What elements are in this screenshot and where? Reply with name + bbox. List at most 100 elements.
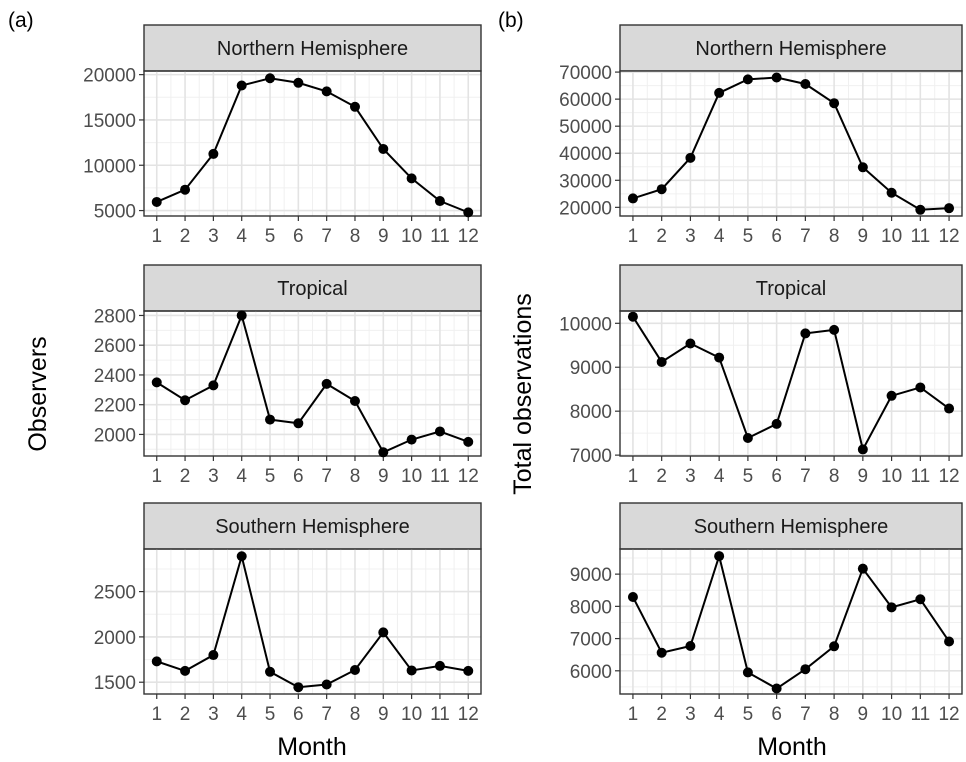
x-tick-label: 10 (881, 704, 902, 725)
facet-strip (143, 24, 482, 72)
x-tick-label: 4 (236, 704, 247, 725)
x-tick-label: 12 (938, 704, 959, 725)
data-point (406, 434, 417, 445)
x-tick-label: 1 (628, 226, 639, 247)
x-tick-label: 4 (236, 226, 247, 247)
y-tick-label: 5000 (94, 202, 136, 223)
data-point (714, 352, 725, 363)
y-tick-label: 70000 (559, 63, 612, 84)
x-tick-label: 5 (743, 704, 754, 725)
x-tick-label: 5 (743, 466, 754, 487)
y-tick-label: 9000 (570, 565, 612, 586)
y-tick-label: 20000 (559, 198, 612, 219)
panel-border (619, 70, 963, 217)
x-tick-label: 8 (350, 226, 361, 247)
data-point (378, 447, 389, 458)
y-tick-label: 9000 (570, 358, 612, 379)
y-tick-label: 6000 (570, 662, 612, 683)
data-point (915, 594, 926, 605)
data-point (349, 395, 360, 406)
x-tick-label: 11 (430, 466, 450, 487)
x-tick-label: 6 (293, 466, 304, 487)
panel-label-b: (b) (498, 9, 524, 32)
x-tick-label: 1 (151, 704, 162, 725)
data-point (463, 436, 474, 447)
data-point (434, 196, 445, 207)
x-tick-label: 1 (628, 466, 639, 487)
data-point (463, 665, 474, 676)
x-tick-label: 3 (685, 466, 696, 487)
panel-border (143, 70, 482, 217)
x-tick-label: 5 (743, 226, 754, 247)
data-point (656, 647, 667, 658)
x-tick-label: 7 (321, 226, 332, 247)
data-point (944, 403, 955, 414)
x-tick-label: 9 (858, 704, 869, 725)
x-tick-label: 7 (321, 704, 332, 725)
x-tick-label: 8 (829, 226, 840, 247)
y-tick-label: 2600 (94, 336, 136, 357)
data-point (714, 87, 725, 98)
data-point (434, 660, 445, 671)
y-axis-label-left: Observers (24, 336, 52, 451)
facet-strip-title: Northern Hemisphere (695, 38, 886, 60)
data-point (265, 414, 276, 425)
data-point (293, 682, 304, 693)
x-tick-label: 8 (350, 704, 361, 725)
x-tick-label: 12 (458, 704, 479, 725)
y-tick-label: 30000 (559, 171, 612, 192)
data-point (151, 377, 162, 388)
data-point (829, 324, 840, 335)
data-point (293, 77, 304, 88)
data-point (265, 73, 276, 84)
y-tick-label: 10000 (83, 156, 136, 177)
data-point (771, 72, 782, 83)
data-point (714, 551, 725, 562)
data-point (378, 143, 389, 154)
x-tick-label: 6 (771, 704, 782, 725)
x-tick-label: 12 (458, 226, 479, 247)
data-point (208, 380, 219, 391)
x-tick-label: 7 (800, 704, 811, 725)
panel-border (619, 310, 963, 457)
x-tick-label: 11 (910, 704, 930, 725)
facet-strip-title: Tropical (756, 278, 826, 300)
x-tick-label: 3 (685, 226, 696, 247)
data-point (180, 395, 191, 406)
data-point (656, 356, 667, 367)
x-tick-label: 2 (656, 226, 667, 247)
x-tick-label: 8 (350, 466, 361, 487)
x-tick-label: 2 (180, 466, 191, 487)
y-tick-label: 8000 (570, 597, 612, 618)
x-tick-label: 3 (208, 226, 219, 247)
data-point (742, 432, 753, 443)
data-point (208, 148, 219, 159)
facet-strip-title: Southern Hemisphere (694, 516, 889, 538)
data-point (685, 338, 696, 349)
data-point (685, 640, 696, 651)
data-point (236, 551, 247, 562)
x-tick-label: 11 (910, 226, 930, 247)
data-point (434, 426, 445, 437)
x-tick-label: 6 (293, 226, 304, 247)
y-tick-label: 2800 (94, 306, 136, 327)
y-tick-label: 15000 (83, 111, 136, 132)
x-tick-label: 12 (938, 226, 959, 247)
data-point (771, 418, 782, 429)
x-tick-label: 1 (151, 466, 162, 487)
facet-strip-title: Tropical (277, 278, 347, 300)
facet-strip (619, 24, 963, 72)
facet-strip-title: Northern Hemisphere (217, 38, 408, 60)
data-point (406, 665, 417, 676)
data-point (293, 418, 304, 429)
data-point (857, 162, 868, 173)
x-tick-label: 10 (881, 226, 902, 247)
data-point (236, 80, 247, 91)
data-point (944, 636, 955, 647)
x-tick-label: 10 (881, 466, 902, 487)
data-point (265, 666, 276, 677)
data-point (406, 173, 417, 184)
